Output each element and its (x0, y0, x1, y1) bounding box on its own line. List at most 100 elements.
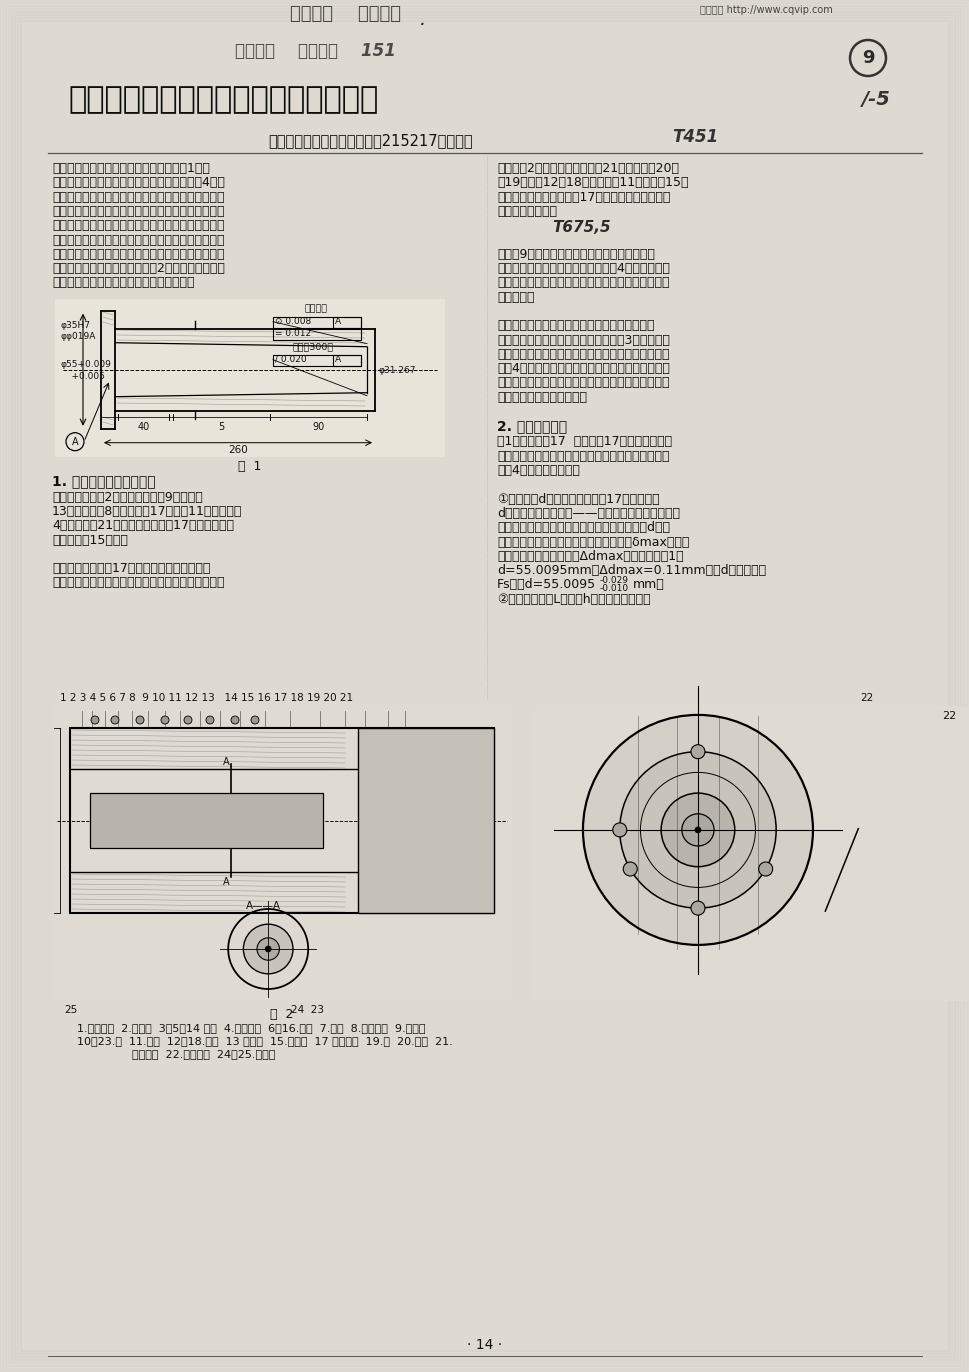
Text: 24  23: 24 23 (291, 1006, 324, 1015)
Text: 尾座套筒是卧式车床的关键零件之一。图1是我: 尾座套筒是卧式车床的关键零件之一。图1是我 (52, 162, 209, 176)
Text: A: A (72, 436, 78, 447)
Bar (529, 707, 969, 1002)
Text: 紧，腔内压力使薄壁套筒17产生弹性变形，从而使: 紧，腔内压力使薄壁套筒17产生弹性变形，从而使 (496, 191, 670, 203)
Text: 支架座9定位于机床工作台上，机床头架上两个: 支架座9定位于机床工作台上，机床头架上两个 (496, 248, 654, 261)
Text: · 14 ·: · 14 · (467, 1338, 502, 1351)
Circle shape (619, 752, 775, 908)
Text: = 0.012: = 0.012 (275, 329, 311, 338)
Text: 4、压紧螺母21等零件及薄壁套筒17与夹具体间形: 4、压紧螺母21等零件及薄壁套筒17与夹具体间形 (52, 519, 234, 532)
Circle shape (110, 716, 119, 724)
Text: d应根据工件定位基准——外圆直径来确定。应以工: d应根据工件定位基准——外圆直径来确定。应以工 (496, 506, 679, 520)
Text: 套筒夹紧时的最大变形量Δdmax的条件。由图1得: 套筒夹紧时的最大变形量Δdmax的条件。由图1得 (496, 550, 683, 563)
Text: 工件以两薄壁套筒17定位。在自由状态时，薄: 工件以两薄壁套筒17定位。在自由状态时，薄 (52, 563, 210, 575)
Text: 1.机床头架  2.限位柱  3、5、14 螺钉  4.联动法兰  6、16.端盖  7.油封  8.滚动轴承  9.支架座: 1.机床头架 2.限位柱 3、5、14 螺钉 4.联动法兰 6、16.端盖 7.… (77, 1024, 425, 1033)
Text: 磨头是利用附设在机床上的内圆磨头。为校正工: 磨头是利用附设在机床上的内圆磨头。为校正工 (496, 320, 654, 332)
Text: 拨杆卡接于固定在夹具体的联动法兰4的两个开口槽: 拨杆卡接于固定在夹具体的联动法兰4的两个开口槽 (496, 262, 670, 276)
Text: 图  2: 图 2 (270, 1008, 294, 1021)
Text: 9: 9 (860, 49, 873, 67)
Circle shape (231, 716, 238, 724)
Circle shape (91, 716, 99, 724)
Text: 1. 夹具的结构与工作原理: 1. 夹具的结构与工作原理 (52, 475, 155, 488)
Text: 2. 主要设计计算: 2. 主要设计计算 (496, 420, 567, 434)
Text: 莫氏锥孔    磨床机床    151: 莫氏锥孔 磨床机床 151 (234, 43, 395, 60)
Text: 中。启动机床，夹具体与机床头架同步转动，从而使: 中。启动机床，夹具体与机床头架同步转动，从而使 (496, 276, 669, 289)
Circle shape (582, 715, 812, 945)
Text: T675,5: T675,5 (551, 220, 610, 235)
Text: 心棒，其圆柱部分模仿工件装夹于夹具中，用量表测: 心棒，其圆柱部分模仿工件装夹于夹具中，用量表测 (496, 348, 669, 361)
Text: 维普资讯 http://www.cqvip.com: 维普资讯 http://www.cqvip.com (700, 5, 832, 15)
Bar (90, 793, 323, 848)
Text: 件外径最大极限尺寸作为套筒孔径的基本尺寸d，其: 件外径最大极限尺寸作为套筒孔径的基本尺寸d，其 (496, 521, 670, 534)
Text: φφ019A: φφ019A (60, 332, 95, 340)
Text: 厂生产的车床尾座套筒精加工工艺简图，其中4号莫: 厂生产的车床尾座套筒精加工工艺简图，其中4号莫 (52, 176, 225, 189)
Text: 40: 40 (138, 421, 149, 432)
Text: 5: 5 (218, 421, 225, 432)
Text: 13、滚动轴承8、薄壁套筒17、滑柱11、联动法兰: 13、滚动轴承8、薄壁套筒17、滑柱11、联动法兰 (52, 505, 242, 519)
Circle shape (265, 947, 271, 952)
Text: 90: 90 (312, 421, 325, 432)
Text: 成的液塑腔15组成。: 成的液塑腔15组成。 (52, 534, 128, 546)
Text: φ31.267: φ31.267 (379, 366, 416, 375)
Text: 10、23.堵  11.滑柱  12、18.顶杆  13 夹具体  15.液塑腔  17 薄壁套筒  19.环  20.钢球  21.: 10、23.堵 11.滑柱 12、18.顶杆 13 夹具体 15.液塑腔 17 … (77, 1036, 453, 1045)
Bar (272, 317, 360, 328)
Text: / 0.020: / 0.020 (275, 355, 306, 364)
Text: 壁套筒定位孔与工件定位外圆是间隙配合。工件轴向: 壁套筒定位孔与工件定位外圆是间隙配合。工件轴向 (52, 576, 224, 590)
Circle shape (161, 716, 169, 724)
Bar (52, 707, 512, 1002)
Text: φ55+0.009: φ55+0.009 (60, 359, 110, 369)
Text: 260: 260 (228, 445, 248, 454)
Text: mm。: mm。 (633, 579, 664, 591)
Circle shape (623, 862, 637, 875)
Text: 轴线对外圆轴线的径向跳动满足要求，我们采用先精: 轴线对外圆轴线的径向跳动满足要求，我们采用先精 (52, 233, 224, 247)
Text: ⊙ 0.008: ⊙ 0.008 (275, 317, 311, 325)
Text: 该夹具操作简便、定心精度高、质量稳定。: 该夹具操作简便、定心精度高、质量稳定。 (52, 276, 195, 289)
Text: 在心棒两端示值相等，首件磨削时，只需略作调整，: 在心棒两端示值相等，首件磨削时，只需略作调整， (496, 376, 669, 390)
Text: 工件转动。: 工件转动。 (496, 291, 534, 303)
Bar (332, 355, 360, 366)
Circle shape (681, 814, 713, 847)
Text: 磨外圆，然后以外圆为基准精磨锥孔的工艺。为此，: 磨外圆，然后以外圆为基准精磨锥孔的工艺。为此， (52, 248, 224, 261)
Text: 位元件，又是夹紧元件，是夹具的关键零件。其尺寸: 位元件，又是夹紧元件，是夹具的关键零件。其尺寸 (496, 450, 669, 462)
Text: 制，精磨锥孔在万能外圆磨床上进行。为使工件锥孔: 制，精磨锥孔在万能外圆磨床上进行。为使工件锥孔 (52, 220, 224, 232)
Circle shape (243, 925, 293, 974)
Text: T451: T451 (672, 128, 717, 145)
Text: 近磨面处: 近磨面处 (304, 305, 328, 314)
Text: ①定心孔径d的确定。薄壁套筒17的定心孔径: ①定心孔径d的确定。薄壁套筒17的定心孔径 (496, 493, 659, 506)
Text: ②薄壁部分长度L与壁厚h的确定。由于工件: ②薄壁部分长度L与壁厚h的确定。由于工件 (496, 593, 650, 605)
Bar (55, 299, 445, 457)
Text: 该夹具结构如图2所示，由支架座9、夹具体: 该夹具结构如图2所示，由支架座9、夹具体 (52, 491, 203, 504)
Text: 25: 25 (64, 1006, 78, 1015)
Circle shape (690, 745, 704, 759)
Circle shape (136, 716, 143, 724)
Bar (272, 329, 360, 340)
Text: 22: 22 (941, 711, 955, 722)
Text: +0.005: +0.005 (60, 372, 105, 380)
Text: -0.010: -0.010 (600, 584, 629, 593)
Circle shape (694, 827, 701, 833)
Text: 距磨面300处: 距磨面300处 (293, 343, 333, 351)
Text: 江苏吴江市苏州求精机械厂（215217）陆永良: 江苏吴江市苏州求精机械厂（215217）陆永良 (267, 133, 472, 148)
Text: （1）薄壁套筒17  薄壁套筒17在夹具中既是定: （1）薄壁套筒17 薄壁套筒17在夹具中既是定 (496, 435, 672, 449)
Text: 作台与磨头轴线的夹角，特设计了如图3所示的校正: 作台与磨头轴线的夹角，特设计了如图3所示的校正 (496, 333, 670, 347)
Text: 1 2 3 4 5 6 7 8  9 10 11 12 13   14 15 16 17 18 19 20 21: 1 2 3 4 5 6 7 8 9 10 11 12 13 14 15 16 1… (60, 693, 353, 702)
Text: 氏锥孔对外圆轴线的径向跳动直接影响着车床整机精: 氏锥孔对外圆轴线的径向跳动直接影响着车床整机精 (52, 191, 224, 203)
Text: d=55.0095mm，Δdmax=0.11mm。设d的公差带为: d=55.0095mm，Δdmax=0.11mm。设d的公差带为 (496, 564, 766, 578)
Text: xié shì chē chuáng  wěi zuò tào tǒng: xié shì chē chuáng wěi zuò tào tǒng (295, 8, 511, 21)
Circle shape (661, 793, 734, 867)
Bar (70, 729, 493, 912)
Circle shape (758, 862, 772, 875)
Circle shape (205, 716, 214, 724)
Text: Fs，即d=55.0095: Fs，即d=55.0095 (496, 579, 596, 591)
Text: A——A: A——A (246, 901, 281, 911)
Text: 环19及顶杆12、18，推动滑柱11向液塑腔15压: 环19及顶杆12、18，推动滑柱11向液塑腔15压 (496, 176, 688, 189)
Text: A: A (334, 355, 341, 364)
Circle shape (257, 938, 279, 960)
Text: 工件定心并夹紧。: 工件定心并夹紧。 (496, 204, 556, 218)
Text: -0.029: -0.029 (600, 576, 628, 586)
Text: φ35H7: φ35H7 (60, 321, 90, 329)
Text: 心棒4号莫氏圆锥侧母线，调整工作台角度，使量表: 心棒4号莫氏圆锥侧母线，调整工作台角度，使量表 (496, 362, 670, 375)
Text: 由限位柱2限位，旋进压紧螺母21，通过钢球20、: 由限位柱2限位，旋进压紧螺母21，通过钢球20、 (496, 162, 678, 176)
Text: 度。因此，锥孔的精磨工艺至关重要。受设备条件限: 度。因此，锥孔的精磨工艺至关重要。受设备条件限 (52, 204, 224, 218)
Bar (332, 317, 360, 328)
Bar (358, 729, 493, 912)
